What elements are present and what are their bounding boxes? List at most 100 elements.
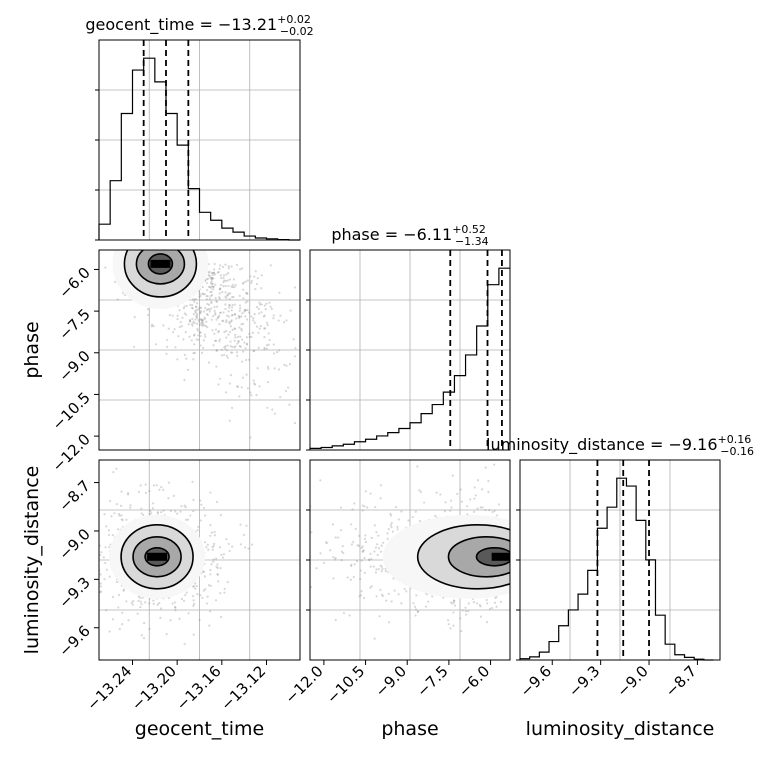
sample-point: [213, 530, 216, 534]
sample-point: [352, 575, 355, 579]
sample-point: [227, 310, 230, 313]
sample-point: [239, 345, 242, 348]
sample-point: [281, 454, 283, 456]
sample-point: [307, 332, 309, 334]
sample-point: [218, 296, 221, 299]
sample-point: [199, 334, 202, 338]
sample-point: [207, 285, 211, 289]
sample-point: [190, 339, 193, 342]
sample-point: [363, 571, 366, 574]
sample-point: [491, 510, 494, 514]
sample-point: [99, 553, 102, 557]
sample-point: [147, 313, 150, 317]
sample-point: [206, 313, 209, 317]
sample-point: [254, 287, 257, 291]
sample-point: [148, 627, 151, 630]
sample-point: [250, 394, 253, 397]
sample-point: [218, 338, 222, 341]
sample-point: [493, 601, 497, 604]
sample-point: [234, 284, 237, 287]
sample-point: [239, 543, 243, 546]
sample-point: [174, 510, 177, 513]
sample-point: [279, 395, 282, 399]
sample-point: [253, 382, 256, 385]
sample-point: [307, 602, 309, 604]
sample-point: [479, 615, 483, 618]
sample-point: [190, 306, 194, 309]
sample-point: [202, 310, 206, 313]
sample-point: [449, 499, 453, 502]
sample-point: [467, 610, 470, 613]
sample-point: [183, 312, 186, 315]
sample-point: [449, 627, 452, 630]
sample-point: [224, 347, 227, 350]
sample-point: [209, 524, 212, 527]
sample-point: [210, 280, 213, 283]
sample-point: [197, 525, 200, 529]
sample-point: [154, 343, 158, 346]
sample-point: [223, 587, 226, 591]
sample-point: [377, 534, 380, 537]
sample-point: [237, 340, 240, 343]
sample-point: [216, 563, 219, 566]
sample-point: [415, 594, 418, 597]
sample-point: [231, 303, 234, 307]
hist-panel-phase: phase = −6.11+0.52 −1.34: [306, 223, 511, 451]
sample-point: [127, 619, 130, 622]
sample-point: [233, 327, 236, 330]
sample-point: [248, 335, 251, 338]
sample-point: [178, 309, 181, 312]
sample-point: [218, 323, 221, 326]
sample-point: [270, 307, 273, 310]
sample-point: [233, 327, 237, 330]
histogram-geocent_time: [98, 57, 300, 241]
sample-point: [225, 319, 228, 322]
sample-point: [325, 541, 328, 544]
sample-point: [262, 315, 265, 318]
sample-point: [189, 514, 192, 517]
sample-point: [217, 316, 220, 319]
sample-point: [379, 550, 383, 553]
sample-point: [405, 590, 408, 593]
sample-point: [211, 548, 214, 551]
sample-point: [198, 306, 201, 309]
sample-point: [273, 367, 276, 370]
sample-point: [165, 633, 168, 636]
sample-point: [228, 304, 231, 307]
sample-point: [385, 599, 388, 602]
sample-point: [182, 599, 186, 602]
sample-point: [359, 577, 362, 581]
sample-point: [205, 546, 208, 549]
sample-point: [396, 528, 399, 531]
sample-point: [196, 329, 200, 332]
sample-point: [252, 350, 255, 353]
sample-point: [137, 595, 140, 598]
sample-point: [211, 329, 214, 332]
sample-point: [251, 331, 254, 335]
sample-point: [162, 488, 165, 491]
sample-point: [331, 523, 335, 526]
sample-point: [207, 361, 211, 364]
sample-point: [376, 543, 379, 546]
sample-point: [258, 301, 261, 304]
sample-point: [264, 308, 267, 311]
sample-point: [208, 624, 211, 627]
sample-point: [353, 563, 356, 566]
sample-point: [152, 599, 155, 602]
sample-point: [246, 300, 249, 303]
sample-point: [184, 518, 188, 521]
sample-point: [316, 365, 318, 367]
sample-point: [152, 602, 155, 605]
sample-point: [488, 508, 491, 512]
sample-point: [219, 287, 222, 291]
sample-point: [360, 590, 363, 593]
sample-point: [227, 333, 230, 336]
sample-point: [108, 575, 111, 578]
sample-point: [459, 488, 462, 491]
sample-point: [105, 568, 108, 571]
sample-point: [189, 320, 192, 323]
sample-point: [227, 271, 230, 275]
sample-point: [263, 327, 267, 330]
sample-point: [379, 497, 382, 500]
